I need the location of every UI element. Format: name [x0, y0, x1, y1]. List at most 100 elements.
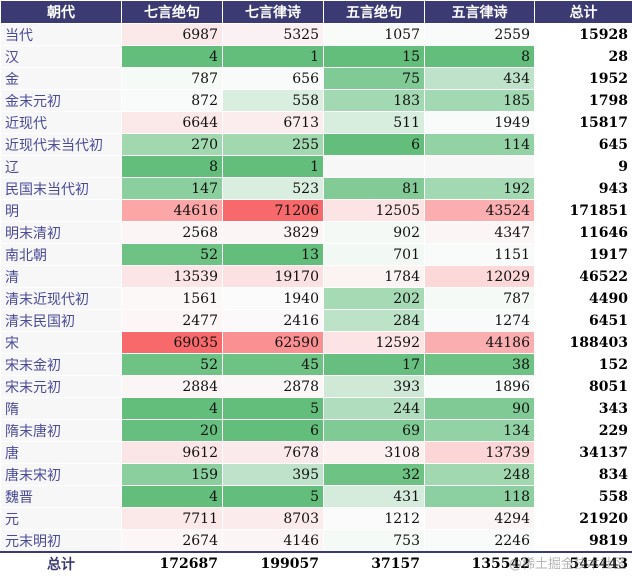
value-cell[interactable]: 114	[425, 134, 535, 156]
value-cell[interactable]: 45	[223, 354, 324, 376]
row-total-cell[interactable]: 8051	[535, 376, 632, 398]
dynasty-cell[interactable]: 清	[1, 266, 122, 288]
value-cell[interactable]: 1896	[425, 376, 535, 398]
value-cell[interactable]: 13539	[122, 266, 223, 288]
row-total-cell[interactable]: 11646	[535, 222, 632, 244]
value-cell[interactable]: 4	[122, 486, 223, 508]
value-cell[interactable]: 3108	[324, 442, 425, 464]
value-cell[interactable]: 1	[223, 46, 324, 68]
value-cell[interactable]: 1274	[425, 310, 535, 332]
value-cell[interactable]: 6	[223, 420, 324, 442]
value-cell[interactable]: 12505	[324, 200, 425, 222]
value-cell[interactable]: 19170	[223, 266, 324, 288]
value-cell[interactable]: 270	[122, 134, 223, 156]
dynasty-cell[interactable]: 清末近现代初	[1, 288, 122, 310]
row-total-cell[interactable]: 171851	[535, 200, 632, 222]
row-total-cell[interactable]: 34137	[535, 442, 632, 464]
value-cell[interactable]: 2884	[122, 376, 223, 398]
row-total-cell[interactable]: 645	[535, 134, 632, 156]
value-cell[interactable]: 9612	[122, 442, 223, 464]
value-cell[interactable]: 4146	[223, 530, 324, 553]
value-cell[interactable]: 6713	[223, 112, 324, 134]
value-cell[interactable]: 244	[324, 398, 425, 420]
value-cell[interactable]: 4347	[425, 222, 535, 244]
value-cell[interactable]: 4	[122, 46, 223, 68]
header-qiyan-lvshi[interactable]: 七言律诗	[223, 1, 324, 24]
dynasty-cell[interactable]: 唐末宋初	[1, 464, 122, 486]
value-cell[interactable]: 6644	[122, 112, 223, 134]
value-cell[interactable]: 1940	[223, 288, 324, 310]
value-cell[interactable]: 159	[122, 464, 223, 486]
value-cell[interactable]: 192	[425, 178, 535, 200]
value-cell[interactable]: 701	[324, 244, 425, 266]
dynasty-cell[interactable]: 宋末元初	[1, 376, 122, 398]
value-cell[interactable]: 2246	[425, 530, 535, 553]
value-cell[interactable]: 1949	[425, 112, 535, 134]
dynasty-cell[interactable]: 隋	[1, 398, 122, 420]
row-total-cell[interactable]: 229	[535, 420, 632, 442]
value-cell[interactable]: 12029	[425, 266, 535, 288]
value-cell[interactable]	[324, 156, 425, 178]
value-cell[interactable]: 12592	[324, 332, 425, 354]
row-total-cell[interactable]: 558	[535, 486, 632, 508]
value-cell[interactable]: 185	[425, 90, 535, 112]
row-total-cell[interactable]: 9819	[535, 530, 632, 553]
value-cell[interactable]: 523	[223, 178, 324, 200]
value-cell[interactable]: 558	[223, 90, 324, 112]
dynasty-cell[interactable]: 明末清初	[1, 222, 122, 244]
value-cell[interactable]: 753	[324, 530, 425, 553]
dynasty-cell[interactable]: 近现代	[1, 112, 122, 134]
value-cell[interactable]: 8703	[223, 508, 324, 530]
value-cell[interactable]: 395	[223, 464, 324, 486]
dynasty-cell[interactable]: 南北朝	[1, 244, 122, 266]
value-cell[interactable]: 1057	[324, 24, 425, 46]
row-total-cell[interactable]: 6451	[535, 310, 632, 332]
value-cell[interactable]: 3829	[223, 222, 324, 244]
dynasty-cell[interactable]: 唐	[1, 442, 122, 464]
value-cell[interactable]: 7678	[223, 442, 324, 464]
dynasty-cell[interactable]: 辽	[1, 156, 122, 178]
dynasty-cell[interactable]: 金	[1, 68, 122, 90]
row-total-cell[interactable]: 1917	[535, 244, 632, 266]
row-total-cell[interactable]: 1798	[535, 90, 632, 112]
value-cell[interactable]: 44186	[425, 332, 535, 354]
value-cell[interactable]: 511	[324, 112, 425, 134]
value-cell[interactable]: 38	[425, 354, 535, 376]
row-total-cell[interactable]: 28	[535, 46, 632, 68]
value-cell[interactable]: 147	[122, 178, 223, 200]
header-dynasty[interactable]: 朝代	[1, 1, 122, 24]
value-cell[interactable]: 255	[223, 134, 324, 156]
row-total-cell[interactable]: 152	[535, 354, 632, 376]
value-cell[interactable]: 248	[425, 464, 535, 486]
dynasty-cell[interactable]: 金末元初	[1, 90, 122, 112]
value-cell[interactable]: 202	[324, 288, 425, 310]
value-cell[interactable]: 5325	[223, 24, 324, 46]
value-cell[interactable]: 69	[324, 420, 425, 442]
value-cell[interactable]: 284	[324, 310, 425, 332]
dynasty-cell[interactable]: 明	[1, 200, 122, 222]
dynasty-cell[interactable]: 魏晋	[1, 486, 122, 508]
value-cell[interactable]: 81	[324, 178, 425, 200]
value-cell[interactable]: 787	[122, 68, 223, 90]
value-cell[interactable]: 5	[223, 486, 324, 508]
value-cell[interactable]: 2416	[223, 310, 324, 332]
row-total-cell[interactable]: 834	[535, 464, 632, 486]
value-cell[interactable]: 2477	[122, 310, 223, 332]
grand-total-cell[interactable]: 172687	[122, 552, 223, 576]
value-cell[interactable]: 1561	[122, 288, 223, 310]
row-total-cell[interactable]: 21920	[535, 508, 632, 530]
dynasty-cell[interactable]: 当代	[1, 24, 122, 46]
value-cell[interactable]: 32	[324, 464, 425, 486]
value-cell[interactable]: 69035	[122, 332, 223, 354]
value-cell[interactable]: 8	[425, 46, 535, 68]
header-wuyan-lvshi[interactable]: 五言律诗	[425, 1, 535, 24]
value-cell[interactable]: 787	[425, 288, 535, 310]
value-cell[interactable]: 20	[122, 420, 223, 442]
value-cell[interactable]: 4	[122, 398, 223, 420]
value-cell[interactable]: 183	[324, 90, 425, 112]
value-cell[interactable]: 2568	[122, 222, 223, 244]
value-cell[interactable]: 1212	[324, 508, 425, 530]
dynasty-cell[interactable]: 宋末金初	[1, 354, 122, 376]
grand-total-cell[interactable]: 37157	[324, 552, 425, 576]
value-cell[interactable]: 43524	[425, 200, 535, 222]
